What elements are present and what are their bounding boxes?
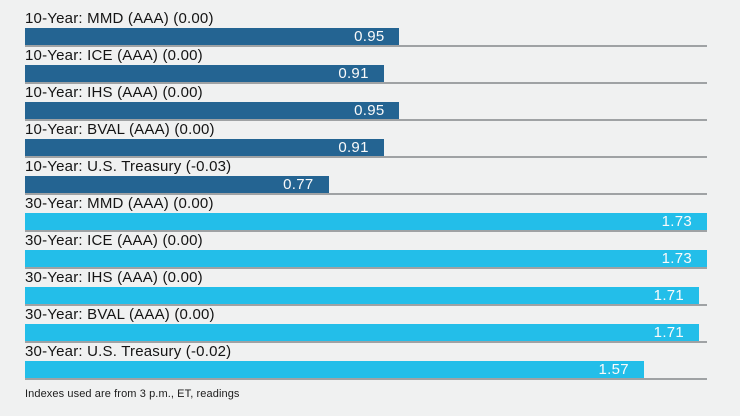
bar-value-label: 1.71: [653, 287, 685, 304]
bar-row: 30-Year: IHS (AAA) (0.00) 1.71: [25, 269, 707, 306]
chart-footnote: Indexes used are from 3 p.m., ET, readin…: [25, 388, 240, 400]
bar-value-label: 0.95: [354, 28, 385, 45]
bar: 1.71: [25, 324, 700, 341]
bar-track: 0.95: [25, 28, 707, 47]
bar-category-label: 30-Year: MMD (AAA) (0.00): [25, 195, 214, 212]
bar-value-label: 1.73: [661, 213, 692, 230]
bar-category-label: 10-Year: U.S. Treasury (-0.03): [25, 158, 232, 175]
bar: 1.71: [25, 287, 700, 304]
bar-track: 1.71: [25, 324, 707, 343]
bar-row: 30-Year: BVAL (AAA) (0.00) 1.71: [25, 306, 707, 343]
bar: 0.77: [25, 176, 329, 193]
bar-rows: 10-Year: MMD (AAA) (0.00) 0.95 10-Year: …: [25, 10, 707, 380]
bar-row: 10-Year: ICE (AAA) (0.00) 0.91: [25, 47, 707, 84]
bar-track: 1.73: [25, 250, 707, 269]
bar-row: 30-Year: ICE (AAA) (0.00) 1.73: [25, 232, 707, 269]
bar-row: 10-Year: MMD (AAA) (0.00) 0.95: [25, 10, 707, 47]
bar: 0.91: [25, 139, 384, 156]
bar-category-label: 30-Year: U.S. Treasury (-0.02): [25, 343, 232, 360]
bar-category-label: 10-Year: IHS (AAA) (0.00): [25, 84, 203, 101]
bar-value-label: 0.77: [283, 176, 314, 193]
bar-track: 0.95: [25, 102, 707, 121]
bar-track: 0.91: [25, 139, 707, 158]
bar: 1.73: [25, 250, 707, 267]
bar-row: 30-Year: U.S. Treasury (-0.02) 1.57: [25, 343, 707, 380]
bar: 1.73: [25, 213, 707, 230]
bar-track: 1.71: [25, 287, 707, 306]
bar: 0.95: [25, 102, 400, 119]
bar-track: 1.73: [25, 213, 707, 232]
bar-value-label: 0.91: [338, 139, 369, 156]
bar-track: 0.77: [25, 176, 707, 195]
bar-category-label: 10-Year: ICE (AAA) (0.00): [25, 47, 203, 64]
bar: 0.91: [25, 65, 384, 82]
bar-value-label: 0.91: [338, 65, 369, 82]
bar-row: 10-Year: IHS (AAA) (0.00) 0.95: [25, 84, 707, 121]
bar-row: 10-Year: U.S. Treasury (-0.03) 0.77: [25, 158, 707, 195]
bar-value-label: 0.95: [354, 102, 385, 119]
bar-track: 0.91: [25, 65, 707, 84]
bar: 0.95: [25, 28, 400, 45]
bar-value-label: 1.73: [661, 250, 692, 267]
bar-track: 1.57: [25, 361, 707, 380]
bar-category-label: 30-Year: BVAL (AAA) (0.00): [25, 306, 215, 323]
bar-value-label: 1.71: [653, 324, 685, 341]
bar-category-label: 30-Year: ICE (AAA) (0.00): [25, 232, 203, 249]
bar-row: 10-Year: BVAL (AAA) (0.00) 0.91: [25, 121, 707, 158]
bar: 1.57: [25, 361, 644, 378]
bar-category-label: 10-Year: MMD (AAA) (0.00): [25, 10, 214, 27]
bar-chart: 10-Year: MMD (AAA) (0.00) 0.95 10-Year: …: [25, 10, 707, 400]
bar-value-label: 1.57: [598, 361, 629, 378]
bar-category-label: 10-Year: BVAL (AAA) (0.00): [25, 121, 215, 138]
bar-category-label: 30-Year: IHS (AAA) (0.00): [25, 269, 203, 286]
bar-row: 30-Year: MMD (AAA) (0.00) 1.73: [25, 195, 707, 232]
